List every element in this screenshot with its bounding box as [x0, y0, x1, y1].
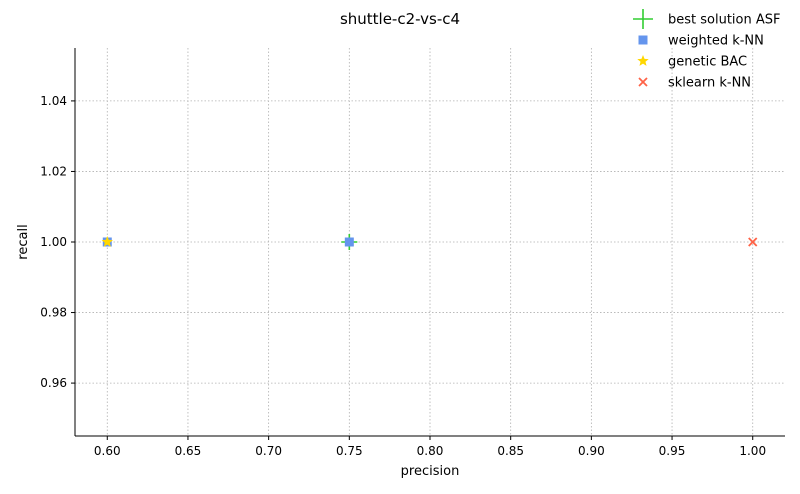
- legend-marker: [633, 9, 653, 29]
- chart-title: shuttle-c2-vs-c4: [340, 10, 460, 28]
- x-tick-label: 0.70: [255, 444, 282, 458]
- y-tick-label: 0.98: [40, 306, 67, 320]
- legend-item: weighted k-NN: [638, 34, 764, 49]
- grid: [75, 48, 785, 436]
- y-tick-label: 1.02: [40, 164, 67, 178]
- x-tick-label: 0.90: [578, 444, 605, 458]
- x-tick-label: 0.60: [94, 444, 121, 458]
- legend-item: genetic BAC: [637, 55, 747, 70]
- y-tick-label: 1.04: [40, 94, 67, 108]
- y-ticks: 0.96 0.98 1.00 1.02 1.04: [40, 94, 75, 390]
- x-axis-label: precision: [401, 464, 460, 479]
- x-tick-label: 0.85: [497, 444, 524, 458]
- x-tick-label: 0.80: [417, 444, 444, 458]
- legend-label: sklearn k-NN: [668, 76, 751, 91]
- data-points: [101, 234, 758, 250]
- x-tick-label: 0.75: [336, 444, 363, 458]
- legend-marker: [638, 35, 648, 45]
- legend-label: best solution ASF: [668, 13, 781, 28]
- x-tick-label: 1.00: [739, 444, 766, 458]
- data-point: [101, 236, 113, 247]
- legend-item: best solution ASF: [633, 9, 781, 29]
- y-tick-label: 0.96: [40, 376, 67, 390]
- data-point: [344, 237, 354, 247]
- data-point: [748, 237, 758, 247]
- legend-label: genetic BAC: [668, 55, 747, 70]
- legend-item: sklearn k-NN: [638, 76, 751, 91]
- x-tick-label: 0.95: [659, 444, 686, 458]
- legend: best solution ASF weighted k-NN genetic BA…: [633, 9, 781, 91]
- legend-marker: [638, 77, 648, 87]
- y-axis-label: recall: [16, 224, 31, 259]
- x-ticks: 0.60 0.65 0.70 0.75 0.80 0.85 0.90 0.95 1.00: [94, 436, 766, 458]
- y-tick-label: 1.00: [40, 235, 67, 249]
- legend-label: weighted k-NN: [668, 34, 764, 49]
- legend-marker: [637, 55, 649, 66]
- x-tick-label: 0.65: [175, 444, 202, 458]
